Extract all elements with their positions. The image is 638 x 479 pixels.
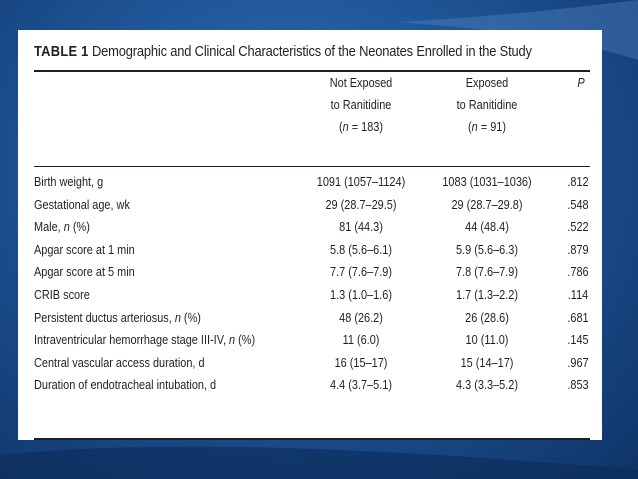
cell-not-exposed: 29 (28.7–29.5) bbox=[325, 196, 397, 212]
cell-not-exposed: 1.3 (1.0–1.6) bbox=[330, 286, 392, 302]
cell-not-exposed: 11 (6.0) bbox=[342, 332, 380, 348]
header-not-exposed-n: (n = 183) bbox=[338, 119, 384, 134]
table-row: Apgar score at 1 min 5.8 (5.6–6.1) 5.9 (5.… bbox=[34, 239, 590, 262]
cell-exposed: 4.3 (3.3–5.2) bbox=[456, 377, 518, 393]
table-bottom-rule bbox=[34, 438, 590, 440]
cell-p-value: .548 bbox=[567, 196, 589, 212]
table-top-rule bbox=[34, 70, 590, 72]
row-label: Duration of endotracheal intubation, d bbox=[34, 377, 217, 393]
table-caption: Demographic and Clinical Characteristics… bbox=[92, 43, 532, 60]
cell-exposed: 7.8 (7.6–7.9) bbox=[456, 264, 518, 280]
cell-exposed: 29 (28.7–29.8) bbox=[451, 196, 523, 212]
table-panel: TABLE 1 Demographic and Clinical Charact… bbox=[18, 30, 602, 440]
row-label: Central vascular access duration, d bbox=[34, 354, 205, 370]
cell-p-value: .812 bbox=[567, 174, 589, 189]
cell-exposed: 10 (11.0) bbox=[465, 332, 509, 348]
cell-not-exposed: 7.7 (7.6–7.9) bbox=[330, 264, 392, 280]
row-label: Male, n (%) bbox=[34, 219, 90, 235]
cell-p-value: .786 bbox=[567, 264, 589, 280]
cell-p-value: .681 bbox=[567, 309, 589, 325]
header-not-exposed: Not Exposed to Ranitidine (n = 183) bbox=[315, 72, 407, 164]
cell-exposed: 1.7 (1.3–2.2) bbox=[456, 286, 518, 302]
row-label: Apgar score at 5 min bbox=[34, 264, 135, 280]
table-row: Male, n (%) 81 (44.3) 44 (48.4) .522 bbox=[34, 216, 590, 239]
table-row: Duration of endotracheal intubation, d 4.… bbox=[34, 374, 590, 397]
row-label: Apgar score at 1 min bbox=[34, 241, 135, 257]
table-row: CRIB score 1.3 (1.0–1.6) 1.7 (1.3–2.2) .114 bbox=[34, 284, 590, 307]
table-header-rule bbox=[34, 166, 590, 167]
header-exposed-line2: to Ranitidine bbox=[456, 97, 518, 112]
table-row: Birth weight, g 1091 (1057–1124) 1083 (103… bbox=[34, 171, 590, 194]
header-not-exposed-line2: to Ranitidine bbox=[330, 97, 392, 112]
table-number: TABLE 1 bbox=[34, 43, 89, 60]
row-label: Birth weight, g bbox=[34, 174, 104, 189]
cell-not-exposed: 48 (26.2) bbox=[339, 309, 383, 325]
cell-not-exposed: 16 (15–17) bbox=[334, 354, 388, 370]
cell-p-value: .114 bbox=[567, 286, 589, 302]
table-body: Birth weight, g 1091 (1057–1124) 1083 (103… bbox=[34, 171, 590, 397]
header-p-label: P bbox=[577, 75, 585, 90]
cell-not-exposed: 81 (44.3) bbox=[339, 219, 383, 235]
cell-exposed: 44 (48.4) bbox=[465, 219, 509, 235]
row-label: CRIB score bbox=[34, 286, 90, 302]
header-exposed-n: (n = 91) bbox=[468, 119, 506, 134]
header-exposed: Exposed to Ranitidine (n = 91) bbox=[441, 72, 533, 164]
table-row: Gestational age, wk 29 (28.7–29.5) 29 (28.… bbox=[34, 194, 590, 217]
cell-p-value: .522 bbox=[567, 219, 589, 235]
cell-p-value: .853 bbox=[567, 377, 589, 393]
header-exposed-line1: Exposed bbox=[465, 75, 509, 90]
cell-exposed: 5.9 (5.6–6.3) bbox=[456, 241, 518, 257]
row-label: Intraventricular hemorrhage stage III-IV… bbox=[34, 332, 256, 348]
cell-p-value: .879 bbox=[567, 241, 589, 257]
table-row: Persistent ductus arteriosus, n (%) 48 (2… bbox=[34, 307, 590, 330]
cell-p-value: .145 bbox=[567, 332, 589, 348]
cell-not-exposed: 4.4 (3.7–5.1) bbox=[330, 377, 392, 393]
table-row: Central vascular access duration, d 16 (1… bbox=[34, 352, 590, 375]
cell-exposed: 15 (14–17) bbox=[460, 354, 514, 370]
cell-exposed: 1083 (1031–1036) bbox=[442, 174, 532, 189]
table-title: TABLE 1 Demographic and Clinical Charact… bbox=[34, 43, 532, 60]
cell-exposed: 26 (28.6) bbox=[465, 309, 509, 325]
cell-not-exposed: 1091 (1057–1124) bbox=[316, 174, 406, 189]
row-label: Persistent ductus arteriosus, n (%) bbox=[34, 309, 201, 325]
table-row: Apgar score at 5 min 7.7 (7.6–7.9) 7.8 (7.… bbox=[34, 261, 590, 284]
cell-not-exposed: 5.8 (5.6–6.1) bbox=[330, 241, 392, 257]
table-row: Intraventricular hemorrhage stage III-IV… bbox=[34, 329, 590, 352]
header-not-exposed-line1: Not Exposed bbox=[329, 75, 393, 90]
row-label: Gestational age, wk bbox=[34, 196, 130, 212]
cell-p-value: .967 bbox=[567, 354, 589, 370]
header-p-value: P bbox=[568, 72, 593, 164]
